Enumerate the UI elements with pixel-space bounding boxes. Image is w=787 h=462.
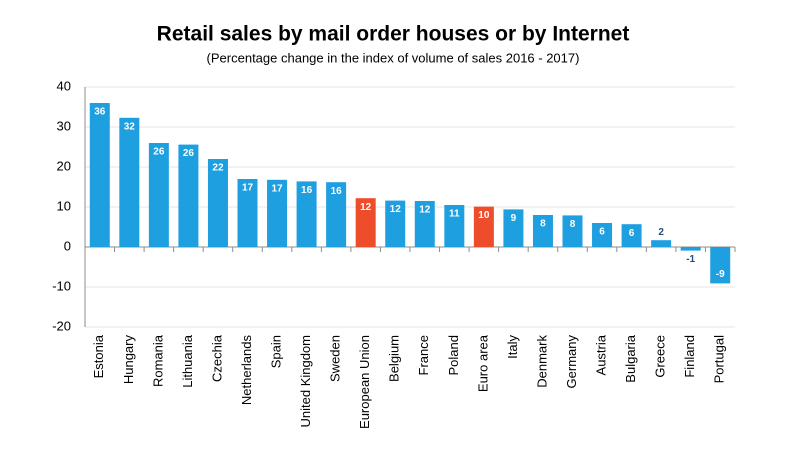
x-tick-label: Austria (593, 334, 608, 375)
x-tick-label: Sweden (328, 335, 343, 382)
chart-title: Retail sales by mail order houses or by … (157, 23, 630, 46)
data-label: 26 (153, 147, 165, 158)
y-tick-label: -10 (52, 278, 71, 293)
bar (680, 247, 701, 251)
data-label: -1 (686, 254, 695, 265)
data-label: 17 (242, 183, 254, 194)
data-label: 9 (511, 213, 517, 224)
x-tick-label: Portugal (712, 335, 727, 384)
data-label: 8 (570, 219, 576, 230)
bar (267, 179, 288, 247)
x-tick-label: Lithuania (180, 334, 195, 388)
x-tick-label: France (416, 335, 431, 375)
bar (710, 247, 731, 284)
bar (178, 144, 199, 247)
data-label: 2 (658, 227, 664, 238)
bar (503, 209, 524, 247)
x-tick-label: Romania (150, 334, 165, 387)
data-label: 32 (124, 121, 136, 132)
y-tick-label: 40 (57, 78, 71, 93)
y-tick-label: 0 (64, 238, 71, 253)
x-tick-label: Hungary (121, 335, 136, 385)
x-tick-label: Estonia (91, 334, 106, 378)
data-label: 36 (94, 107, 106, 118)
x-tick-label: Germany (564, 335, 579, 389)
data-label: 16 (331, 186, 343, 197)
x-tick-label: Belgium (387, 335, 402, 382)
bar (621, 224, 642, 247)
bar (237, 179, 258, 247)
data-label: 12 (390, 204, 402, 215)
bar (562, 215, 583, 247)
bar (89, 103, 110, 247)
y-tick-label: -20 (52, 318, 71, 333)
bar (473, 206, 494, 247)
chart-subtitle: (Percentage change in the index of volum… (207, 50, 580, 65)
data-label: 8 (540, 219, 546, 230)
x-tick-label: Greece (653, 335, 668, 378)
bar (148, 143, 169, 247)
x-tick-label: Bulgaria (623, 334, 638, 382)
x-tick-label: United Kingdom (298, 335, 313, 428)
x-tick-label: Finland (682, 335, 697, 378)
data-label: 26 (183, 148, 195, 159)
x-tick-label: Czechia (209, 334, 224, 382)
bar (119, 117, 140, 247)
data-label: 22 (212, 163, 224, 174)
bar (385, 200, 406, 247)
x-tick-label: Netherlands (239, 335, 254, 406)
data-label: 16 (301, 185, 313, 196)
x-tick-label: Poland (446, 335, 461, 375)
bar (326, 182, 347, 247)
x-tick-label: Italy (505, 335, 520, 359)
y-tick-label: 20 (57, 158, 71, 173)
bar (651, 240, 672, 247)
bar (207, 159, 228, 247)
data-label: 12 (360, 202, 372, 213)
y-tick-label: 10 (57, 198, 71, 213)
data-label: -9 (716, 269, 725, 280)
x-tick-label: Euro area (475, 334, 490, 392)
data-label: 6 (599, 227, 605, 238)
y-tick-label: 30 (57, 118, 71, 133)
bar (592, 223, 613, 247)
x-tick-label: Spain (268, 335, 283, 368)
x-tick-label: European Union (357, 335, 372, 429)
data-label: 6 (629, 228, 635, 239)
data-label: 17 (271, 183, 283, 194)
x-tick-label: Denmark (534, 335, 549, 388)
bar (444, 205, 465, 247)
data-label: 11 (449, 209, 460, 220)
bar (296, 181, 317, 247)
bar (355, 198, 376, 247)
data-label: 10 (478, 210, 490, 221)
bar (414, 201, 435, 247)
bar (532, 215, 553, 247)
data-label: 12 (419, 205, 431, 216)
